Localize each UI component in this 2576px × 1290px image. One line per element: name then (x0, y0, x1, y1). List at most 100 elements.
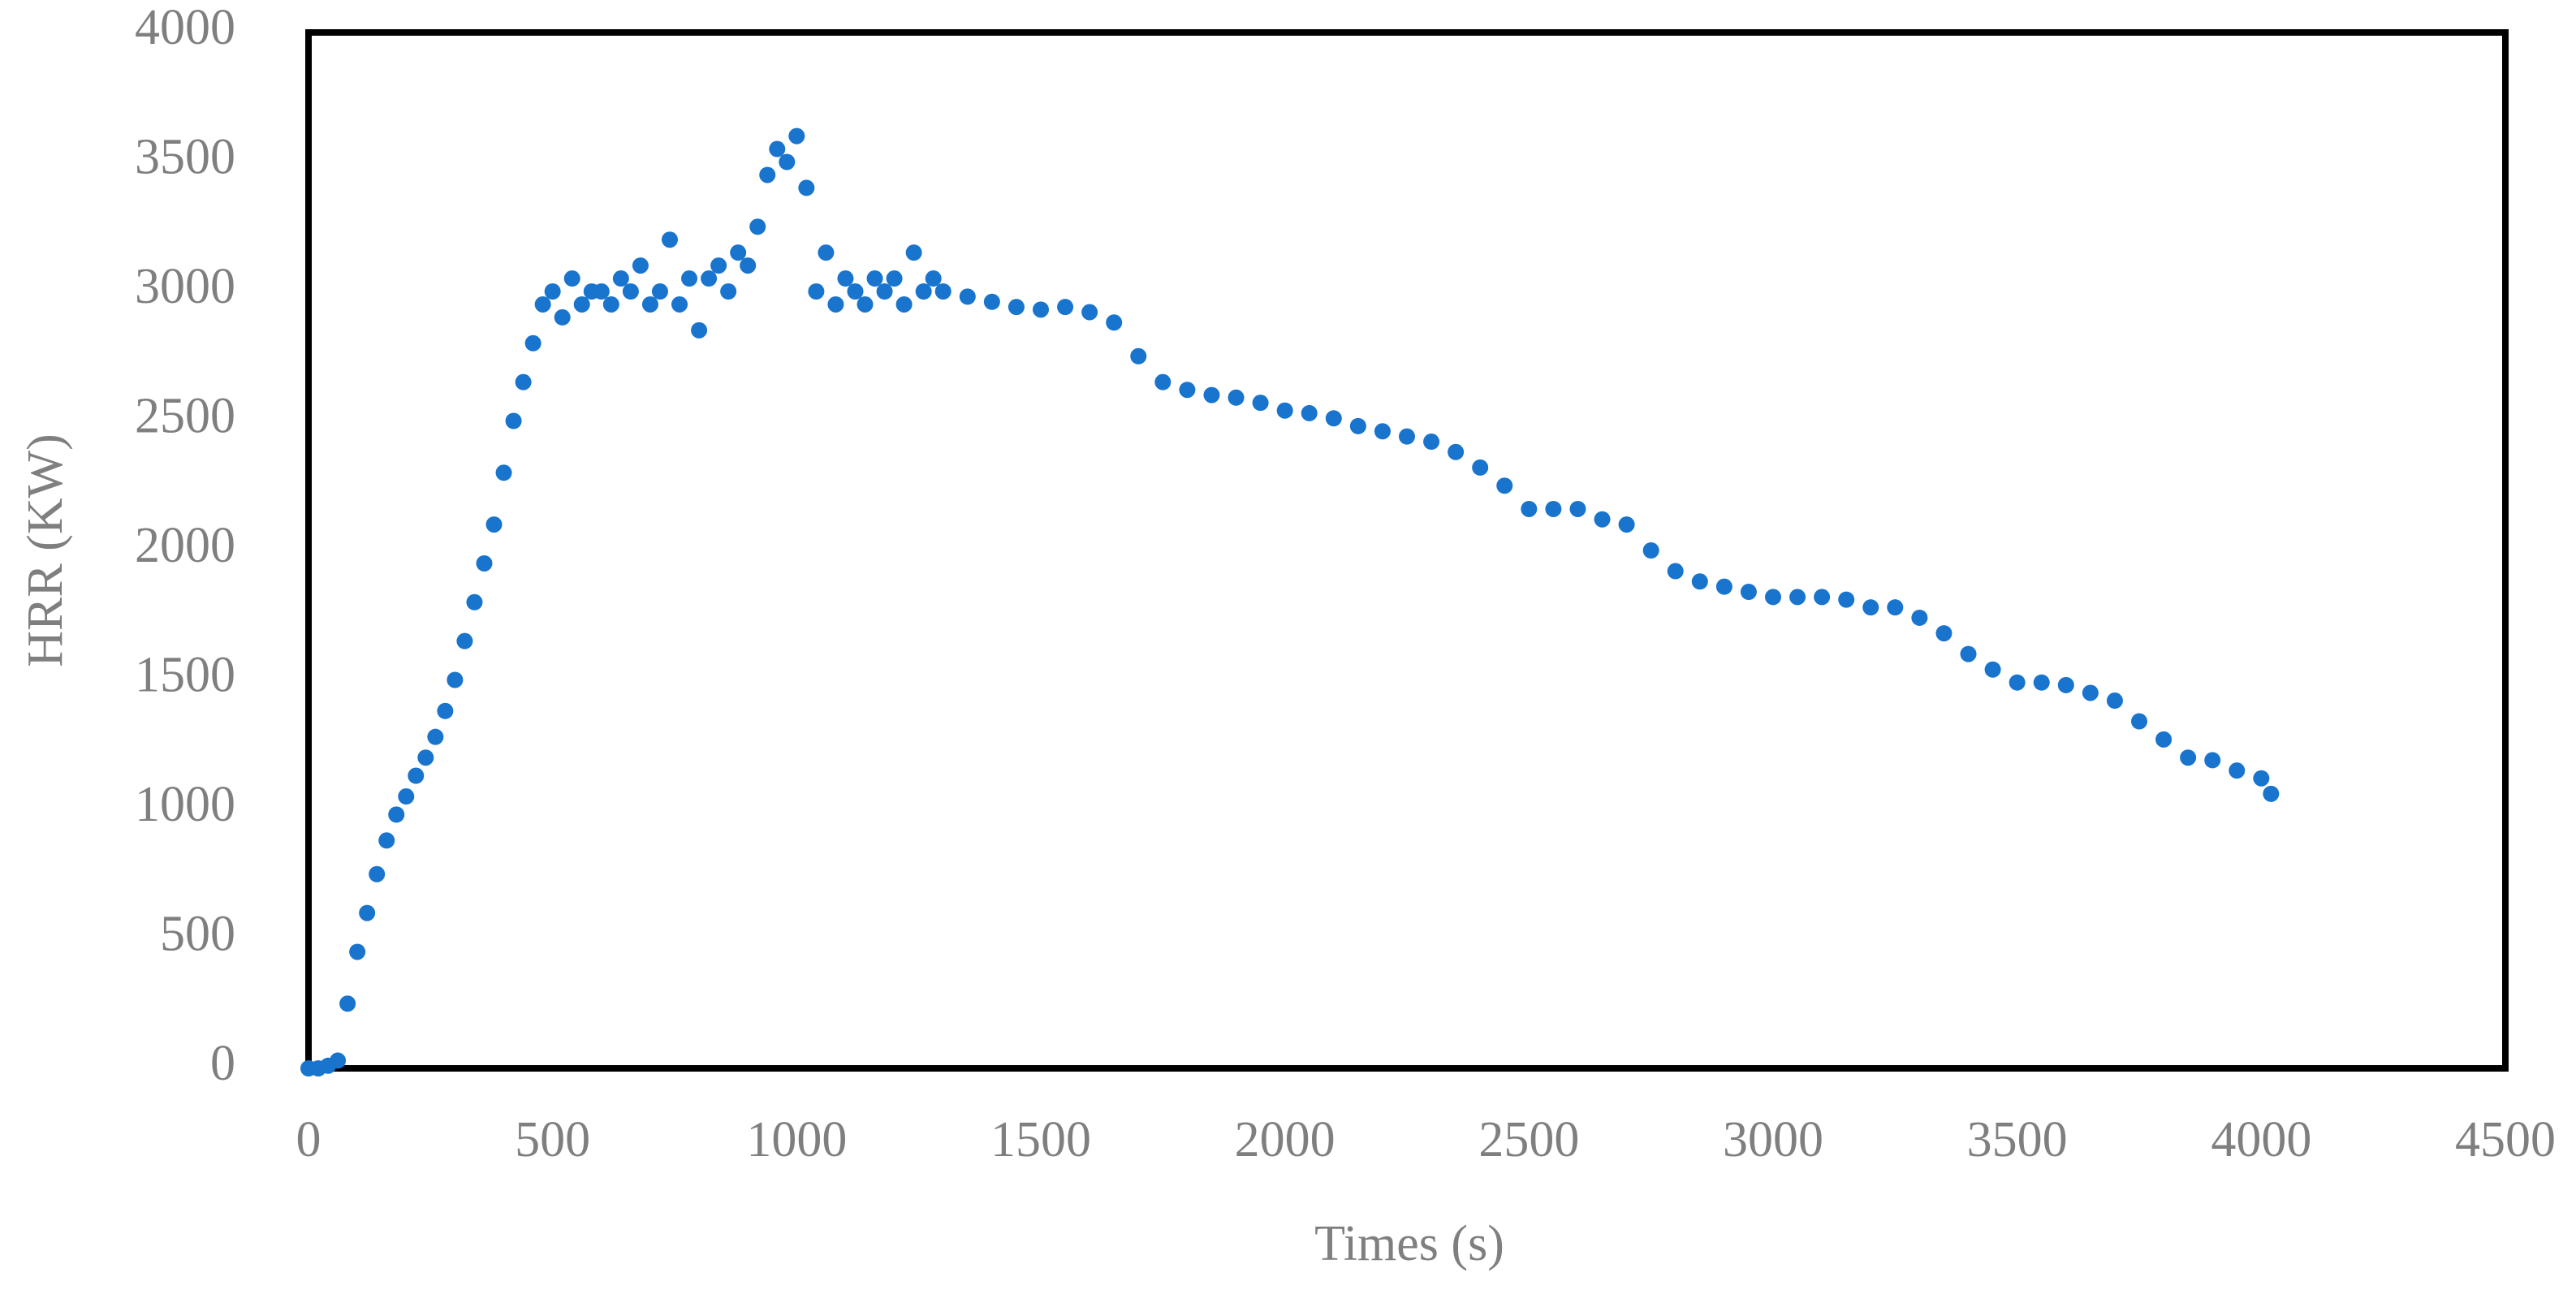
data-point (759, 166, 776, 183)
data-point (857, 296, 874, 313)
data-point (1789, 589, 1806, 606)
data-point (769, 140, 786, 157)
data-point (681, 270, 698, 287)
data-point (417, 749, 434, 766)
data-point (1642, 542, 1659, 559)
data-point (1960, 645, 1977, 662)
y-tick-label: 500 (160, 907, 235, 962)
data-point (1448, 443, 1465, 460)
data-point (573, 296, 590, 313)
data-point (1838, 591, 1855, 608)
data-point (959, 288, 976, 305)
data-point (701, 270, 718, 287)
data-point (1935, 625, 1952, 642)
data-point (1203, 386, 1220, 403)
data-point (602, 296, 619, 313)
y-tick-label: 2000 (135, 518, 235, 573)
data-point (1252, 395, 1269, 412)
data-point (847, 283, 864, 300)
data-point (2253, 770, 2270, 787)
data-point (876, 283, 893, 300)
data-point (1154, 373, 1171, 390)
data-point (1618, 516, 1635, 533)
data-point (1130, 347, 1147, 365)
y-tick-label: 1500 (135, 648, 235, 703)
data-point (788, 127, 805, 145)
data-point (1814, 589, 1831, 606)
data-point (866, 270, 883, 287)
data-point (1374, 423, 1391, 440)
y-axis-label: HRR (KW) (18, 434, 73, 667)
data-point (720, 283, 737, 300)
data-point (895, 296, 913, 313)
data-point (925, 270, 942, 287)
data-point (476, 554, 493, 572)
data-point (544, 283, 561, 300)
x-tick-label: 2000 (1235, 1112, 1335, 1167)
data-point (1569, 500, 1586, 517)
data-point (378, 832, 395, 849)
data-point (1228, 389, 1245, 406)
x-tick-label: 4000 (2211, 1112, 2311, 1167)
data-point (710, 257, 727, 274)
data-point (2204, 752, 2221, 769)
data-point (798, 179, 815, 196)
data-point (2263, 785, 2280, 802)
data-point (1740, 584, 1757, 601)
data-point (749, 218, 766, 235)
data-point (369, 865, 386, 882)
data-point (2229, 762, 2246, 779)
y-tick-label: 2500 (135, 389, 235, 444)
data-point (485, 516, 503, 533)
data-point (837, 270, 854, 287)
data-point (1301, 404, 1318, 421)
data-point (1765, 589, 1781, 606)
data-point (456, 632, 473, 649)
data-point (1667, 563, 1684, 580)
data-point (1472, 459, 1489, 476)
data-point (1399, 428, 1415, 445)
data-point (1911, 609, 1928, 626)
x-tick-label: 1000 (746, 1112, 847, 1167)
data-point (779, 153, 796, 170)
data-point (915, 283, 932, 300)
data-point (339, 995, 356, 1012)
y-tick-label: 3000 (135, 259, 235, 314)
y-tick-label: 3500 (135, 130, 235, 185)
data-point (554, 308, 571, 326)
data-point (2131, 713, 2147, 730)
x-tick-label: 1500 (990, 1112, 1091, 1167)
data-point (818, 244, 835, 261)
data-point (661, 231, 678, 248)
data-point (563, 270, 580, 287)
data-point (2009, 674, 2026, 691)
data-point (408, 767, 425, 784)
data-point (1057, 299, 1074, 316)
data-point (905, 244, 922, 261)
data-point (808, 283, 825, 300)
data-point (349, 943, 366, 960)
data-point (622, 283, 639, 300)
data-point (466, 593, 483, 610)
data-point (524, 334, 542, 352)
data-point (2155, 731, 2173, 748)
data-point (534, 296, 551, 313)
data-point (1325, 410, 1342, 427)
data-point (427, 728, 444, 745)
data-point (447, 671, 464, 688)
data-point (612, 270, 629, 287)
x-axis-label: Times (s) (1314, 1216, 1504, 1271)
data-point (691, 321, 708, 339)
data-point (1545, 500, 1562, 517)
data-point (359, 904, 376, 921)
y-tick-label: 1000 (135, 777, 235, 832)
data-point (495, 464, 512, 481)
data-point (1081, 304, 1098, 321)
data-point (2057, 676, 2074, 693)
plot-frame (305, 29, 2509, 1072)
data-point (632, 257, 649, 274)
data-point (398, 788, 415, 805)
data-point (2180, 749, 2197, 766)
data-point (330, 1052, 347, 1069)
